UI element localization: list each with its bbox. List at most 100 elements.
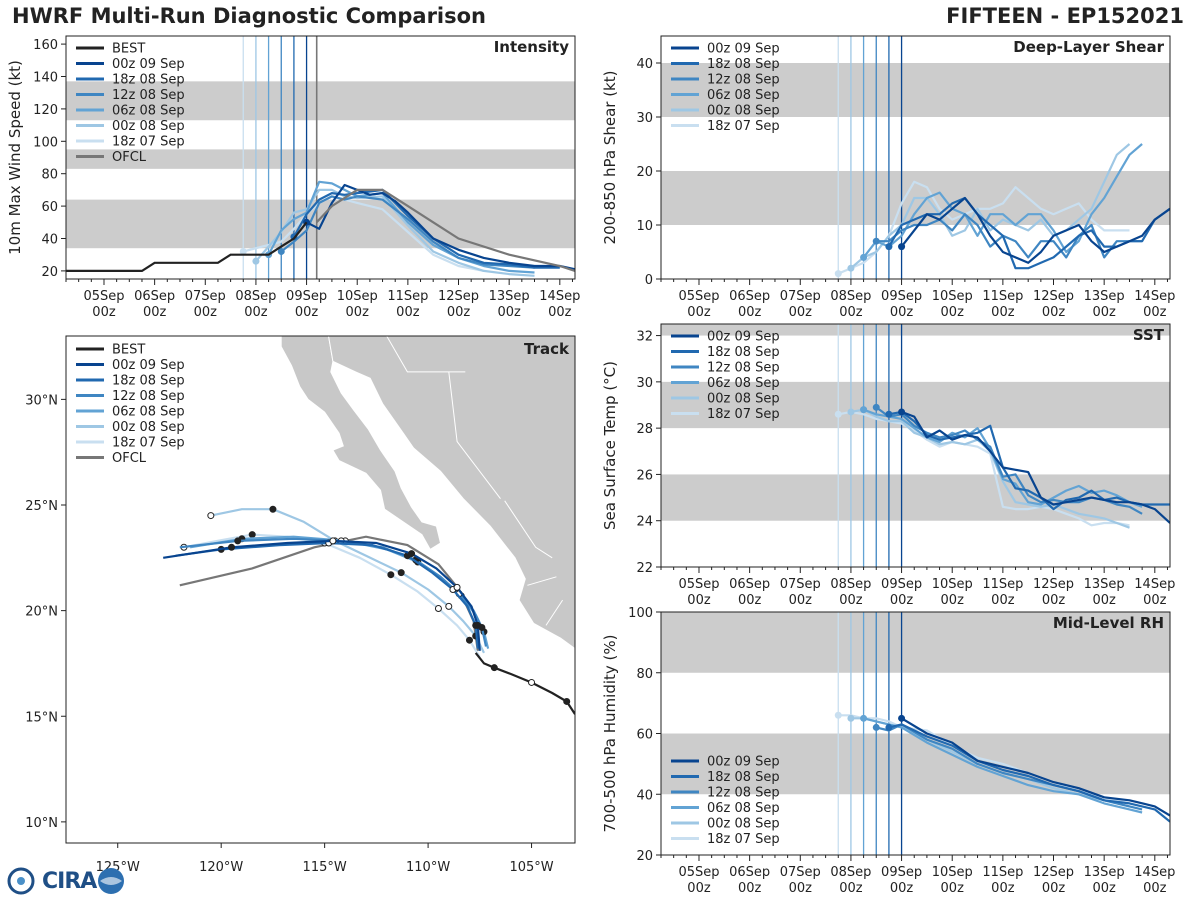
rh-xtick-label-6: 11Sep <box>982 865 1023 880</box>
shear-ylabel: 200-850 hPa Shear (kt) <box>601 71 619 245</box>
shear-xtick-label-8: 13Sep <box>1084 289 1125 304</box>
baja-california-land <box>280 336 442 551</box>
track-position-marker-0-7 <box>329 537 337 545</box>
sst-legend-label-0: 00z 09 Sep <box>707 330 780 345</box>
track-position-marker-4-3 <box>445 602 453 610</box>
rh-series-start-marker-0 <box>898 714 906 722</box>
track-legend-label-4: 06z 08 Sep <box>112 405 185 420</box>
track-ytick-label-0: 10°N <box>25 816 58 831</box>
state-border-0 <box>330 336 466 373</box>
intensity-xtick-sublabel-5: 00z <box>346 305 370 320</box>
sst-legend-label-5: 18z 07 Sep <box>707 407 780 422</box>
rh-xtick-label-8: 13Sep <box>1084 865 1125 880</box>
sst-ytick-label-5: 32 <box>636 330 653 345</box>
intensity-xtick-label-2: 07Sep <box>185 289 226 304</box>
sst-ytick-label-0: 22 <box>636 561 653 576</box>
sst-panel-title: SST <box>1133 326 1165 344</box>
sst-xtick-sublabel-4: 00z <box>890 593 914 608</box>
rh-legend-label-3: 06z 08 Sep <box>707 801 780 816</box>
sst-legend-label-1: 18z 08 Sep <box>707 345 780 360</box>
track-legend-label-1: 00z 09 Sep <box>112 358 185 373</box>
intensity-ytick-label-1: 40 <box>41 233 58 248</box>
sst-threshold-band-0 <box>661 474 1170 521</box>
track-position-marker-0-9 <box>228 543 236 551</box>
intensity-best-line <box>66 221 308 272</box>
intensity-xtick-label-1: 06Sep <box>134 289 175 304</box>
rh-ytick-label-0: 20 <box>636 849 653 864</box>
rh-legend-label-5: 18z 07 Sep <box>707 832 780 847</box>
rh-xtick-sublabel-1: 00z <box>738 881 762 896</box>
intensity-ofcl-line <box>315 188 575 272</box>
shear-ytick-label-0: 0 <box>645 273 653 288</box>
rh-series-start-marker-1 <box>885 723 893 731</box>
intensity-ytick-label-5: 120 <box>33 103 58 118</box>
intensity-panel-title: Intensity <box>494 38 570 56</box>
track-map-area <box>66 336 575 843</box>
rh-xtick-sublabel-2: 00z <box>789 881 813 896</box>
shear-legend-label-1: 18z 08 Sep <box>707 57 780 72</box>
sst-xtick-sublabel-6: 00z <box>991 593 1015 608</box>
sst-series-start-marker-3 <box>860 406 868 414</box>
shear-xtick-sublabel-6: 00z <box>991 305 1015 320</box>
rh-series-start-marker-2 <box>872 723 880 731</box>
sst-series-start-marker-2 <box>872 403 880 411</box>
intensity-plot-area <box>66 36 575 279</box>
rh-xtick-sublabel-4: 00z <box>890 881 914 896</box>
intensity-xtick-sublabel-0: 00z <box>92 305 116 320</box>
shear-series-start-marker-3 <box>860 253 868 261</box>
state-border-1 <box>448 371 501 500</box>
intensity-legend-label-3: 12z 08 Sep <box>112 88 185 103</box>
rh-ytick-label-4: 100 <box>628 606 653 621</box>
shear-series-line-0 <box>900 196 1170 264</box>
intensity-xtick-sublabel-7: 00z <box>447 305 471 320</box>
sst-ytick-label-2: 26 <box>636 468 653 483</box>
sst-xtick-sublabel-8: 00z <box>1092 593 1116 608</box>
shear-series-start-marker-2 <box>872 237 880 245</box>
track-series-line-5 <box>183 533 481 658</box>
sst-series-line-1 <box>888 410 1170 511</box>
shear-plot-area <box>661 36 1170 279</box>
shear-ytick-label-1: 10 <box>636 219 653 234</box>
rh-xtick-sublabel-0: 00z <box>687 881 711 896</box>
intensity-legend-label-1: 00z 09 Sep <box>112 57 185 72</box>
rh-chart: 2040608010005Sep00z06Sep00z07Sep00z08Sep… <box>601 606 1175 896</box>
track-position-marker-0-1 <box>474 621 482 629</box>
sst-series-line-3 <box>863 408 1143 508</box>
shear-xtick-label-9: 14Sep <box>1134 289 1175 304</box>
sst-xtick-sublabel-1: 00z <box>738 593 762 608</box>
intensity-ylabel: 10m Max Wind Speed (kt) <box>6 60 24 255</box>
figure-title: HWRF Multi-Run Diagnostic Comparison <box>12 4 487 28</box>
cira-logo: CIRA <box>6 866 126 896</box>
state-border-4 <box>545 599 564 626</box>
shear-xtick-sublabel-9: 00z <box>1143 305 1167 320</box>
intensity-xtick-sublabel-3: 00z <box>244 305 268 320</box>
shear-series-start-marker-1 <box>885 243 893 251</box>
intensity-xtick-label-8: 13Sep <box>489 289 530 304</box>
sst-xtick-label-2: 07Sep <box>780 577 821 592</box>
sst-series-start-marker-5 <box>834 410 842 418</box>
rh-series-start-marker-3 <box>860 714 868 722</box>
track-legend-label-3: 12z 08 Sep <box>112 389 185 404</box>
intensity-chart: 2040608010012014016005Sep00z06Sep00z07Se… <box>6 35 580 320</box>
shear-xtick-label-6: 11Sep <box>982 289 1023 304</box>
track-map: 125°W 120°W 115°W 110°W 105°W10°N15°N20°N25°… <box>25 335 576 875</box>
intensity-series-line-0 <box>306 183 575 271</box>
sst-series-start-marker-0 <box>898 408 906 416</box>
intensity-series-start-marker-2 <box>277 247 285 255</box>
intensity-xtick-sublabel-4: 00z <box>295 305 319 320</box>
sst-xtick-sublabel-0: 00z <box>687 593 711 608</box>
shear-xtick-sublabel-4: 00z <box>890 305 914 320</box>
sst-xtick-sublabel-7: 00z <box>1042 593 1066 608</box>
shear-series-start-marker-5 <box>834 270 842 278</box>
sst-xtick-label-8: 13Sep <box>1084 577 1125 592</box>
intensity-ytick-label-7: 160 <box>33 38 58 53</box>
rh-ytick-label-2: 60 <box>636 728 653 743</box>
shear-xtick-label-1: 06Sep <box>729 289 770 304</box>
track-legend-label-5: 00z 08 Sep <box>112 420 185 435</box>
mexico-mainland-land <box>328 336 575 650</box>
intensity-series-line-2 <box>280 195 535 269</box>
rh-ytick-label-3: 80 <box>636 667 653 682</box>
sst-xtick-label-6: 11Sep <box>982 577 1023 592</box>
intensity-threshold-band-1 <box>66 149 575 169</box>
